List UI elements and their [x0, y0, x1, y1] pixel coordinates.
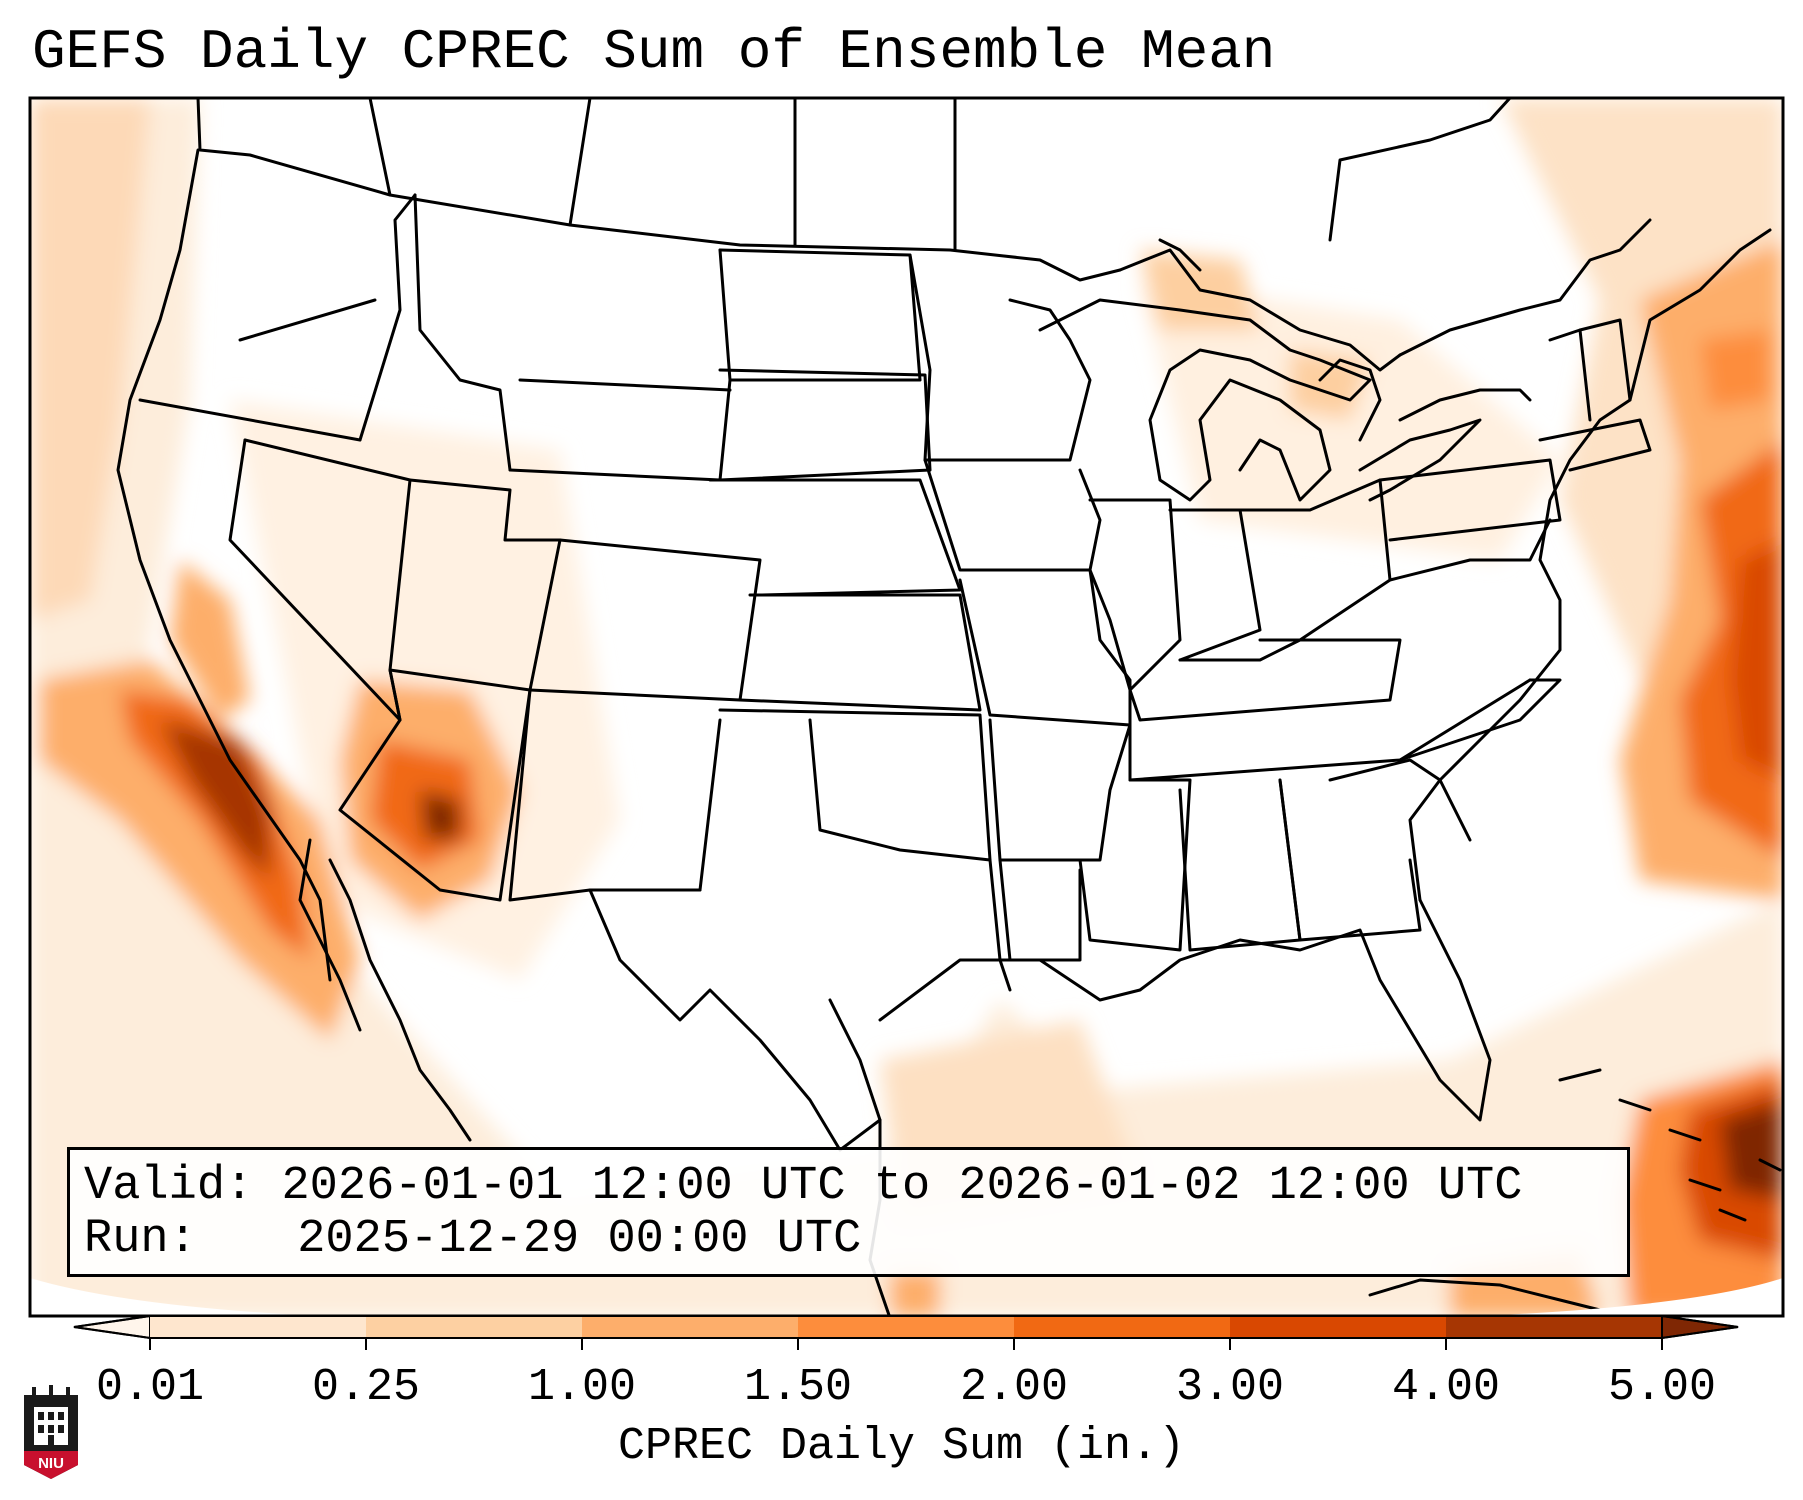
colorbar-segment: [1014, 1316, 1230, 1338]
colorbar-tick-label: 5.00: [1607, 1362, 1717, 1413]
state-boundaries: [116, 98, 1782, 1315]
logo-towers: [32, 1385, 70, 1395]
colorbar-segment: [1230, 1316, 1446, 1338]
colorbar-tick-label: 4.00: [1391, 1362, 1501, 1413]
logo-banner: [24, 1451, 78, 1479]
colorbar-segment: [582, 1316, 798, 1338]
run-label: Run:: [84, 1213, 197, 1266]
run-value: 2025-12-29 00:00 UTC: [297, 1213, 862, 1266]
colorbar-extend-low: [73, 1314, 151, 1340]
colorbar-segment: [366, 1316, 582, 1338]
valid-label: Valid:: [84, 1160, 254, 1213]
valid-value: 2026-01-01 12:00 UTC to 2026-01-02 12:00…: [281, 1160, 1523, 1213]
colorbar-tick-label: 0.01: [95, 1362, 205, 1413]
colorbar-segment: [150, 1316, 366, 1338]
page-title: GEFS Daily CPREC Sum of Ensemble Mean: [32, 20, 1276, 84]
colorbar-segment: [1446, 1316, 1662, 1338]
niu-logo: NIU: [24, 1385, 78, 1479]
info-box: Valid: 2026-01-01 12:00 UTC to 2026-01-0…: [67, 1147, 1630, 1277]
colorbar-segment: [798, 1316, 1014, 1338]
run-row: Run: 2025-12-29 00:00 UTC: [84, 1213, 1627, 1266]
valid-row: Valid: 2026-01-01 12:00 UTC to 2026-01-0…: [84, 1160, 1627, 1213]
colorbar-tick-label: 1.50: [743, 1362, 853, 1413]
colorbar-tick-label: 3.00: [1175, 1362, 1285, 1413]
colorbar-tick-label: 2.00: [959, 1362, 1069, 1413]
colorbar-tick-label: 0.25: [311, 1362, 421, 1413]
logo-text: NIU: [38, 1455, 64, 1472]
colorbar-extend-high: [1661, 1314, 1739, 1340]
colorbar-label: CPREC Daily Sum (in.): [617, 1421, 1186, 1472]
colorbar-tick-label: 1.00: [527, 1362, 637, 1413]
colorbar: [73, 1314, 1739, 1350]
